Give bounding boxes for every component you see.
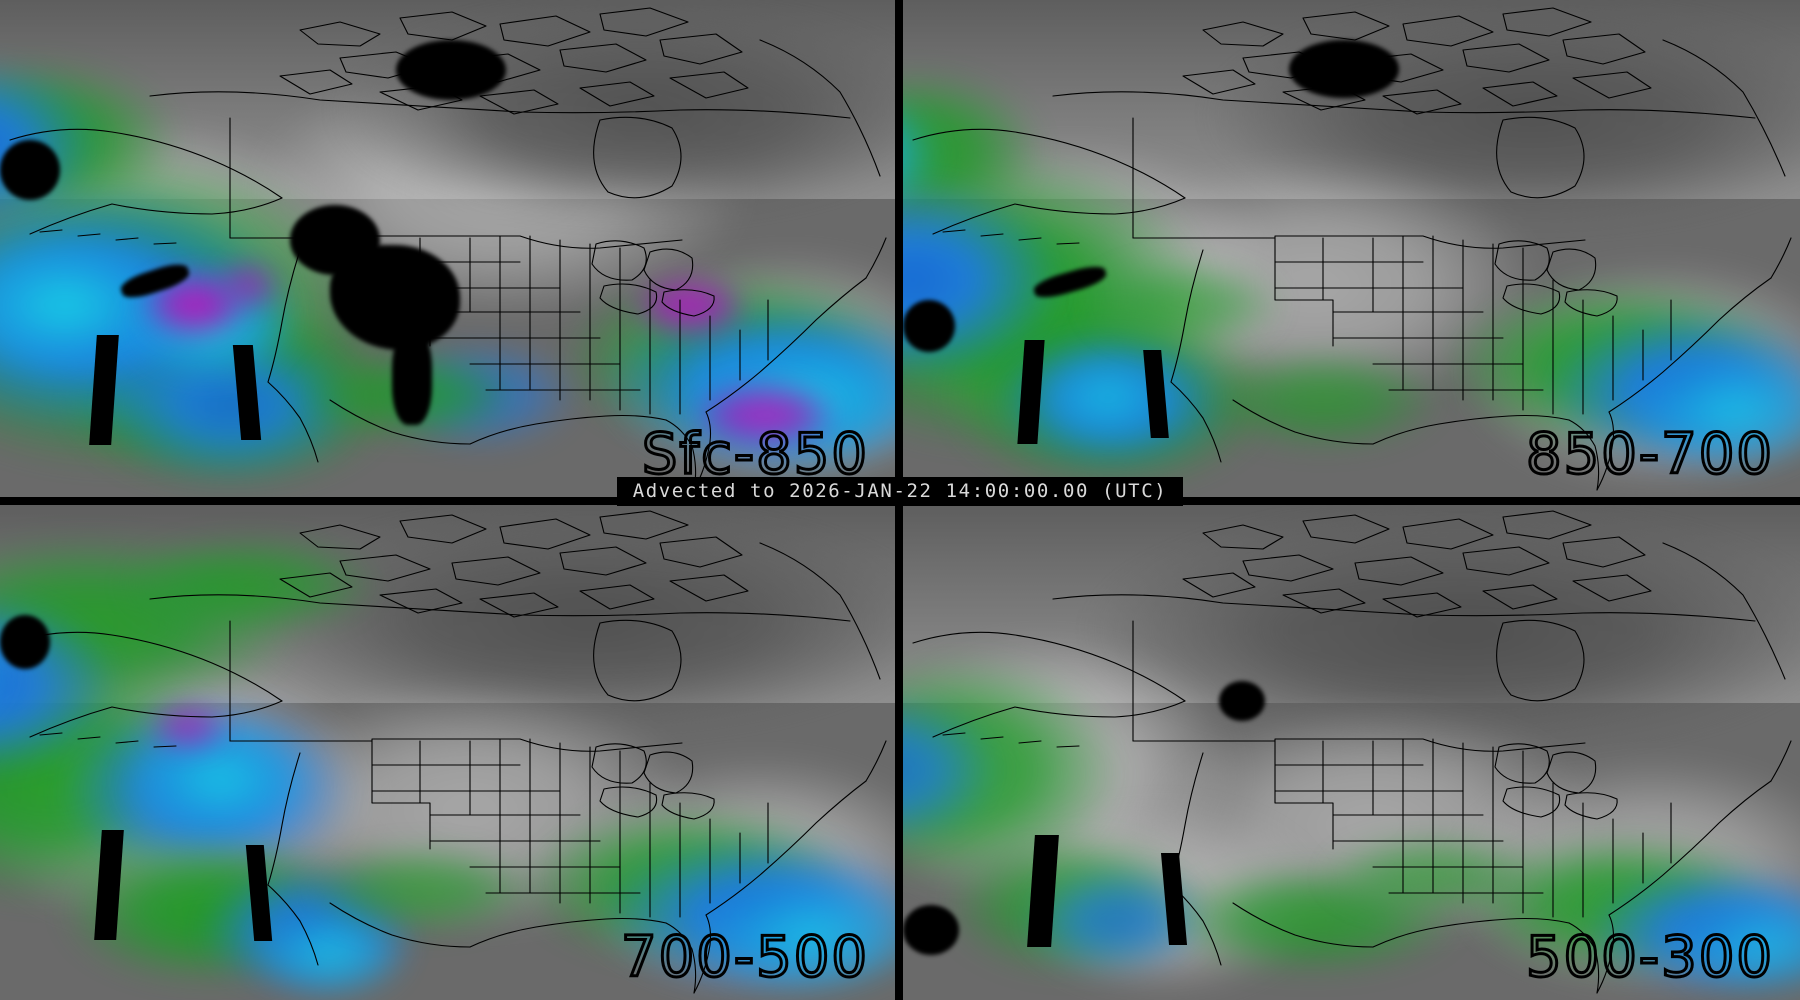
panel-500-300[interactable]: 500-300 bbox=[903, 505, 1800, 1000]
panel-label-sfc-850: Sfc-850 bbox=[640, 422, 869, 487]
panel-700-500[interactable]: 700-500 bbox=[0, 505, 895, 1000]
panel-850-700[interactable]: 850-700 bbox=[903, 0, 1800, 497]
panel-label-700-500: 700-500 bbox=[620, 925, 869, 990]
panel-label-850-700: 850-700 bbox=[1525, 422, 1774, 487]
panel-label-500-300: 500-300 bbox=[1525, 925, 1774, 990]
panel-divider-horizontal bbox=[0, 497, 1800, 505]
panel-sfc-850[interactable]: Sfc-850 bbox=[0, 0, 895, 497]
